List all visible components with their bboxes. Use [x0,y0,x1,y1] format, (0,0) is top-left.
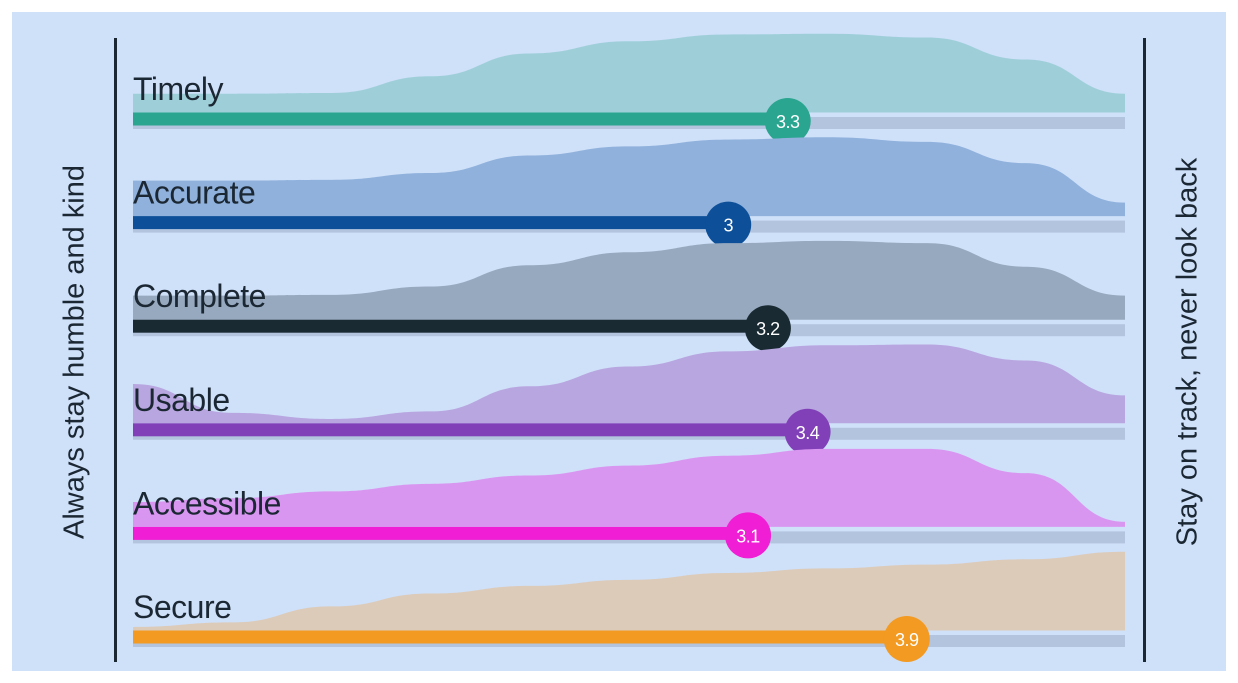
ridge-area-accurate [133,137,1125,217]
category-label-complete: Complete [133,278,266,314]
value-bubble-accurate [705,201,752,248]
ridge-area-complete [133,240,1125,320]
ridge-area-secure [133,551,1125,631]
right-axis-line [1143,38,1146,662]
right-caption: Stay on track, never look back [1171,157,1204,547]
category-label-secure: Secure [133,589,231,625]
value-label-timely: 3.3 [776,112,800,132]
bar-complete [133,319,768,333]
value-bubble-secure [883,616,930,662]
left-axis-line [114,38,117,662]
category-label-accurate: Accurate [133,175,255,211]
value-bubble-usable [784,408,831,455]
category-label-usable: Usable [133,382,230,418]
category-label-timely: Timely [133,71,224,107]
value-label-complete: 3.2 [756,319,780,339]
bar-usable [133,423,808,437]
ridge-area-accessible [133,448,1125,527]
value-label-secure: 3.9 [895,630,919,650]
bar-accurate [133,216,729,230]
ridge-area-usable [133,344,1125,424]
ridge-area-timely [133,33,1125,113]
category-label-accessible: Accessible [133,485,281,521]
value-bubble-timely [764,98,811,144]
value-bubble-complete [744,305,791,352]
value-bubble-accessible [725,512,772,559]
left-caption: Always stay humble and kind [58,165,91,539]
value-label-accessible: 3.1 [736,526,760,546]
bar-accessible [133,526,749,540]
bar-timely [133,112,788,126]
value-label-accurate: 3 [723,216,733,236]
value-label-usable: 3.4 [796,423,820,443]
bar-secure [133,630,907,644]
